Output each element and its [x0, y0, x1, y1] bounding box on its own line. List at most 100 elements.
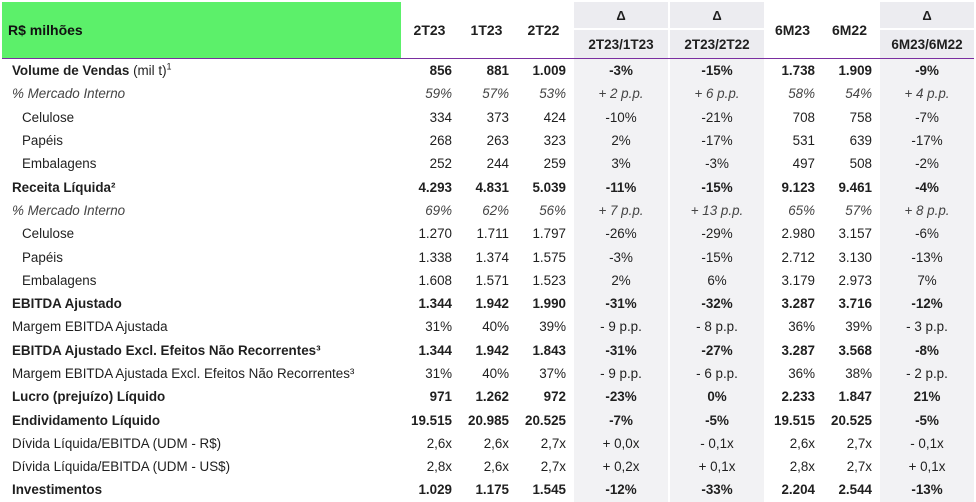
table-row: Receita Líquida² 4.293 4.831 5.039 -11% … [2, 175, 974, 199]
row-label: Margem EBITDA Ajustada [12, 319, 168, 335]
cell: 2,6x [483, 459, 509, 475]
cell: 54% [845, 86, 872, 102]
cell: 20.985 [468, 412, 509, 428]
cell: + 2 p.p. [572, 82, 668, 106]
cell: -2% [878, 152, 974, 176]
table-row: Embalagens 252 244 259 3% -3% 497 508 -2… [2, 152, 974, 176]
cell: -23% [572, 385, 668, 409]
cell: 1.990 [532, 296, 566, 312]
cell: -3% [668, 152, 764, 176]
cell: 37% [539, 366, 566, 381]
cell: 21% [878, 385, 974, 409]
cell: 59% [425, 86, 452, 102]
cell: -13% [878, 245, 974, 269]
cell: - 6 p.p. [668, 361, 764, 386]
table-row: Dívida Líquida/EBITDA (UDM - R$) 2,6x 2,… [2, 431, 974, 456]
table-row: Papéis 1.338 1.374 1.575 -3% -15% 2.712 … [2, 245, 974, 269]
cell: 1.942 [475, 342, 509, 358]
cell: 19.515 [774, 412, 815, 428]
cell: + 0,0x [572, 431, 668, 456]
row-label: EBITDA Ajustado [12, 296, 122, 312]
cell: 1.262 [475, 389, 509, 405]
cell: 2,8x [789, 459, 815, 475]
delta-symbol-3: Δ [878, 2, 974, 28]
cell: 62% [482, 202, 509, 218]
cell: 334 [429, 109, 452, 125]
cell: + 4 p.p. [878, 82, 974, 106]
cell: 1.711 [476, 226, 509, 242]
cell: 508 [849, 156, 872, 172]
cell: 1.797 [532, 226, 566, 242]
cell: -15% [668, 59, 764, 83]
table-row: Investimentos 1.029 1.175 1.545 -12% -33… [2, 478, 974, 502]
row-label: Investimentos [12, 482, 103, 498]
row-label: Lucro (prejuízo) Líquido [12, 389, 166, 405]
row-label: Papéis [22, 133, 63, 149]
cell: -7% [878, 105, 974, 129]
col-header-delta-2t23-2t22: 2T23/2T22 [668, 28, 764, 58]
cell: 40% [482, 366, 509, 381]
cell: + 6 p.p. [668, 82, 764, 106]
cell: -31% [572, 291, 668, 316]
cell: 708 [792, 109, 815, 125]
cell: 1.847 [838, 389, 872, 405]
cell: -29% [668, 222, 764, 246]
cell: 3.716 [838, 296, 872, 312]
col-header-6m23: 6M23 [774, 22, 811, 38]
cell: 1.175 [475, 482, 509, 498]
cell: -6% [878, 222, 974, 246]
cell: 1.545 [532, 482, 566, 498]
cell: 2.204 [781, 482, 815, 498]
cell: 1.909 [838, 63, 872, 79]
cell: 263 [486, 133, 509, 149]
cell: 1.608 [418, 272, 452, 288]
row-label: Celulose [22, 226, 75, 242]
cell: 2% [572, 268, 668, 292]
cell: 1.738 [781, 63, 815, 79]
cell: -13% [878, 478, 974, 502]
cell: 971 [429, 389, 452, 405]
cell: -9% [878, 59, 974, 83]
cell: + 13 p.p. [668, 198, 764, 223]
cell: + 0,2x [572, 455, 668, 479]
table-row: Lucro (prejuízo) Líquido 971 1.262 972 -… [2, 385, 974, 409]
cell: 1.942 [475, 296, 509, 312]
cell: - 0,1x [878, 431, 974, 456]
cell: - 0,1x [668, 431, 764, 456]
cell: -32% [668, 291, 764, 316]
cell: 758 [849, 109, 872, 125]
cell: 268 [429, 133, 452, 149]
cell: 972 [543, 389, 566, 405]
delta-symbol-2: Δ [668, 2, 764, 28]
cell: 323 [543, 133, 566, 149]
col-header-6m22: 6M22 [831, 22, 868, 38]
header-divider [2, 58, 974, 59]
cell: 57% [845, 202, 872, 218]
cell: -11% [572, 175, 668, 199]
col-header-2t23: 2T23 [413, 22, 446, 38]
cell: + 8 p.p. [878, 198, 974, 223]
cell: 1.270 [418, 226, 452, 242]
cell: 5.039 [532, 179, 566, 195]
cell: -27% [668, 338, 764, 362]
cell: 373 [486, 109, 509, 125]
cell: 856 [429, 63, 452, 79]
cell: 56% [539, 202, 566, 218]
row-label: % Mercado Interno [12, 202, 126, 218]
cell: 3.130 [838, 249, 872, 265]
cell: 4.831 [475, 179, 509, 195]
cell: 2.973 [838, 272, 872, 288]
row-label: Volume de Vendas (mil t)1 [12, 61, 172, 79]
cell: 3% [572, 152, 668, 176]
cell: 2,7x [540, 459, 566, 475]
row-label: Papéis [22, 249, 63, 265]
cell: 31% [425, 319, 452, 335]
cell: 497 [792, 156, 815, 172]
cell: 1.374 [475, 249, 509, 265]
cell: - 9 p.p. [572, 315, 668, 339]
table-row: Papéis 268 263 323 2% -17% 531 639 -17% [2, 128, 974, 153]
cell: 2,6x [426, 435, 452, 451]
cell: -15% [668, 175, 764, 199]
cell: -12% [572, 478, 668, 502]
